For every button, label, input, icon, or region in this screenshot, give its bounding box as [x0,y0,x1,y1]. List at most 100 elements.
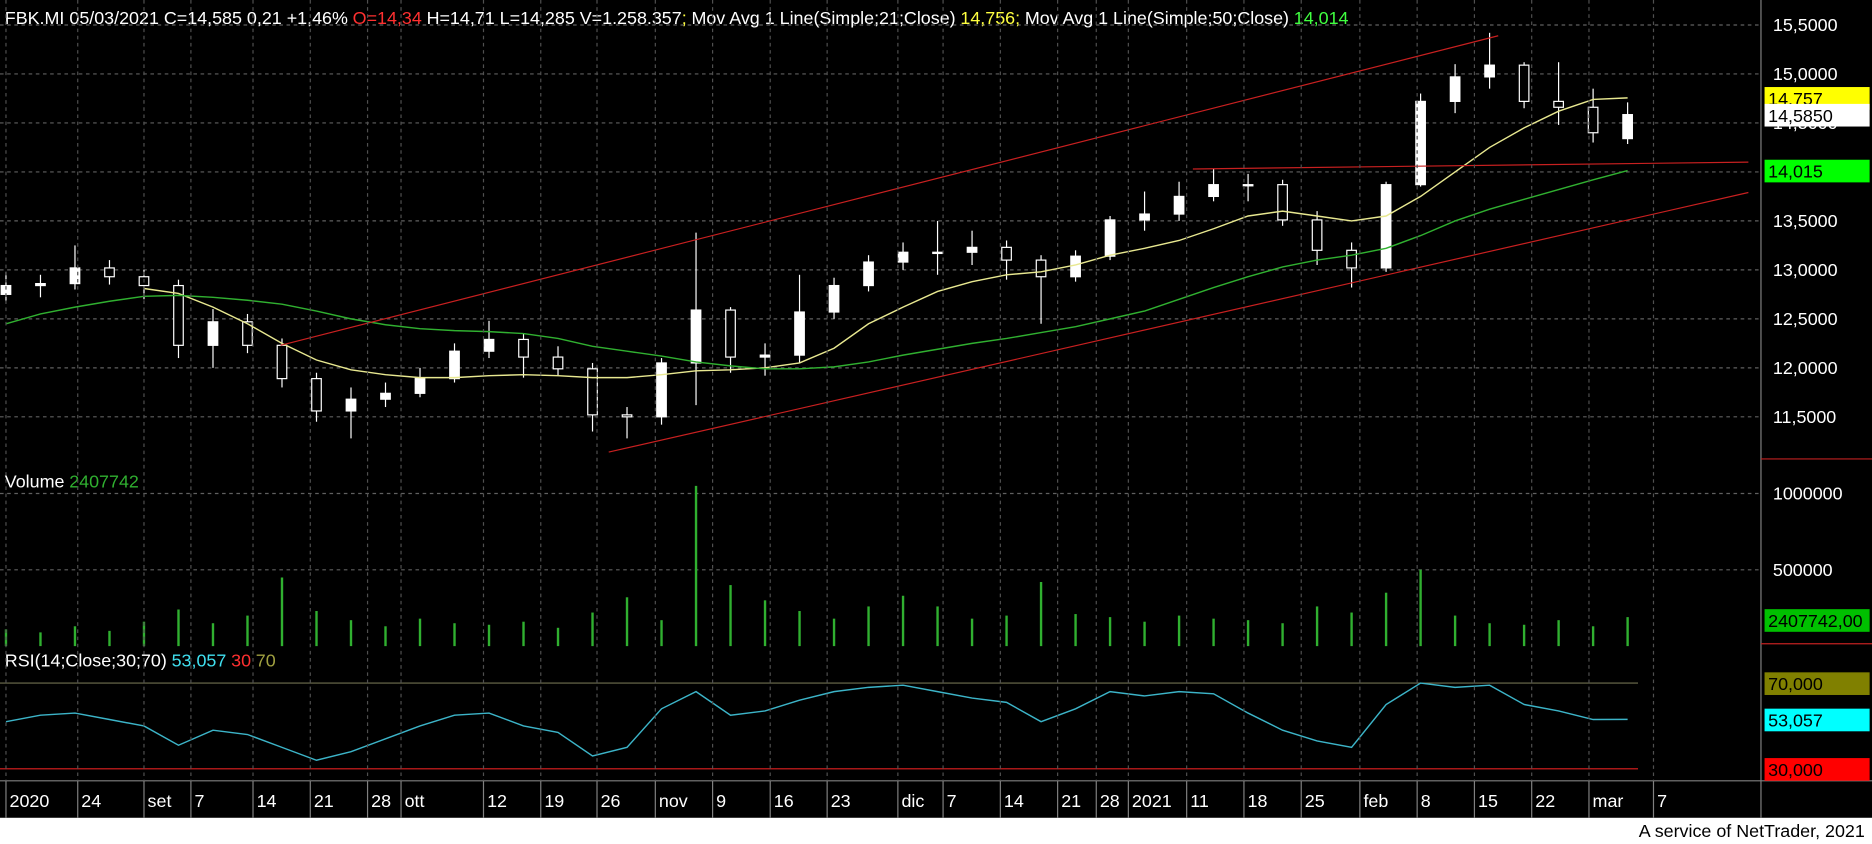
candle-body [1518,64,1530,102]
rsi-label-part: 30 [231,650,251,670]
y-tick-label: 500000 [1773,560,1833,580]
volume-label-value: 2407742 [69,472,139,492]
x-tick-label: dic [901,791,924,811]
x-tick-label: nov [659,791,688,811]
x-tick-label: 14 [257,791,277,811]
candle-body [1346,249,1357,269]
candle-body [104,267,115,278]
candle-body [1553,100,1564,108]
rsi-label: RSI(14;Close;30;70) 53,057 30 70 [5,650,276,670]
candle-body [1035,259,1047,278]
candle-body [863,261,874,287]
candle-body [1622,114,1633,140]
x-tick-label: 7 [194,791,204,811]
header-part: O=14,34 [353,8,422,28]
x-tick-label: 9 [716,791,726,811]
footer: A service of NetTrader, 2021 [1639,821,1865,841]
x-tick-label: 18 [1248,791,1268,811]
x-tick-label: 23 [831,791,851,811]
candle-body [69,267,81,285]
y-tick-label: 11,5000 [1773,407,1836,427]
header-part: FBK.MI 05/03/2021 C=14,585 0,21 +1,46% [5,8,348,28]
header-part: Mov Avg 1 Line(Simple;21;Close) [691,8,955,28]
candle-body [725,309,736,358]
x-tick-label: 22 [1535,791,1555,811]
x-tick-label: 2021 [1132,791,1172,811]
x-tick-label: 8 [1421,791,1431,811]
volume-marker-box [1764,609,1870,632]
header-part: Mov Avg 1 Line(Simple;50;Close) [1025,8,1289,28]
candle-body [1208,184,1219,198]
rsi-label-part: 70 [256,650,276,670]
x-tick-label: 16 [774,791,794,811]
candle-body [276,344,288,380]
trend-line [1192,161,1749,170]
x-tick-label: 15 [1478,791,1498,811]
x-tick-label: 28 [1100,791,1120,811]
header-part: ; [1015,8,1020,28]
candle-body [380,392,391,400]
price-marker: 14,5850 [1768,106,1833,126]
rsi-marker: 70,000 [1768,674,1823,694]
candle-body [794,311,805,356]
x-tick-label: 26 [601,791,621,811]
candle-body [932,251,943,255]
footer-band [0,817,1872,844]
header-part: 14,756 [960,8,1015,28]
candle-body [1070,255,1081,278]
candle-body [897,251,909,263]
rsi-marker: 30,000 [1768,760,1823,780]
candle-body [173,284,184,346]
y-tick-label: 15,5000 [1773,15,1838,35]
y-tick-label: 13,0000 [1773,260,1838,280]
header: FBK.MI 05/03/2021 C=14,585 0,21 +1,46% O=… [5,8,1349,28]
candle-body [1587,106,1599,134]
moving-average [143,97,1628,379]
price-marker-box [1764,159,1870,183]
x-tick-label: 7 [947,791,957,811]
x-tick-label: 21 [314,791,334,811]
candle-body [1277,184,1288,221]
x-tick-label: 12 [487,791,507,811]
rsi-marker-box [1764,672,1870,695]
candle-body [35,283,46,287]
y-tick-label: 1000000 [1773,483,1843,503]
x-tick-label: 11 [1190,791,1209,811]
moving-average [5,169,1628,370]
header-part: ; [682,8,687,28]
candle-body [414,378,426,394]
candle-body [1104,219,1116,257]
candle-body [828,284,840,313]
header-part: H=14,71 L=14,285 V=1.258.357 [427,8,682,28]
y-tick-label: 15,0000 [1773,64,1838,84]
x-tick-label: ott [405,791,425,811]
x-tick-label: set [148,791,172,811]
x-tick-label: 21 [1061,791,1081,811]
candle-body [552,356,564,370]
x-tick-label: 14 [1004,791,1024,811]
x-tick-label: 19 [544,791,564,811]
candle-body [759,354,771,358]
x-tick-label: 24 [81,791,101,811]
price-marker-box [1764,103,1870,127]
candle-body [690,309,702,364]
y-tick-label: 13,5000 [1773,211,1838,231]
candle-body [966,246,978,253]
candle-body [656,362,667,418]
rsi-marker: 53,057 [1768,711,1823,731]
rsi-marker-box [1764,708,1870,732]
header-part: 14,014 [1294,8,1349,28]
candle-body [207,321,219,346]
candle-body [1173,195,1185,215]
x-tick-label: feb [1363,791,1388,811]
candle-body [1001,246,1012,261]
candle-body [483,338,495,352]
candle-body [1380,184,1392,269]
x-tick-label: 28 [371,791,391,811]
candle-body [449,350,460,380]
rsi-label-part: RSI(14;Close;30;70) [5,650,167,670]
candle-body [1242,184,1254,187]
candle-body [345,398,357,412]
